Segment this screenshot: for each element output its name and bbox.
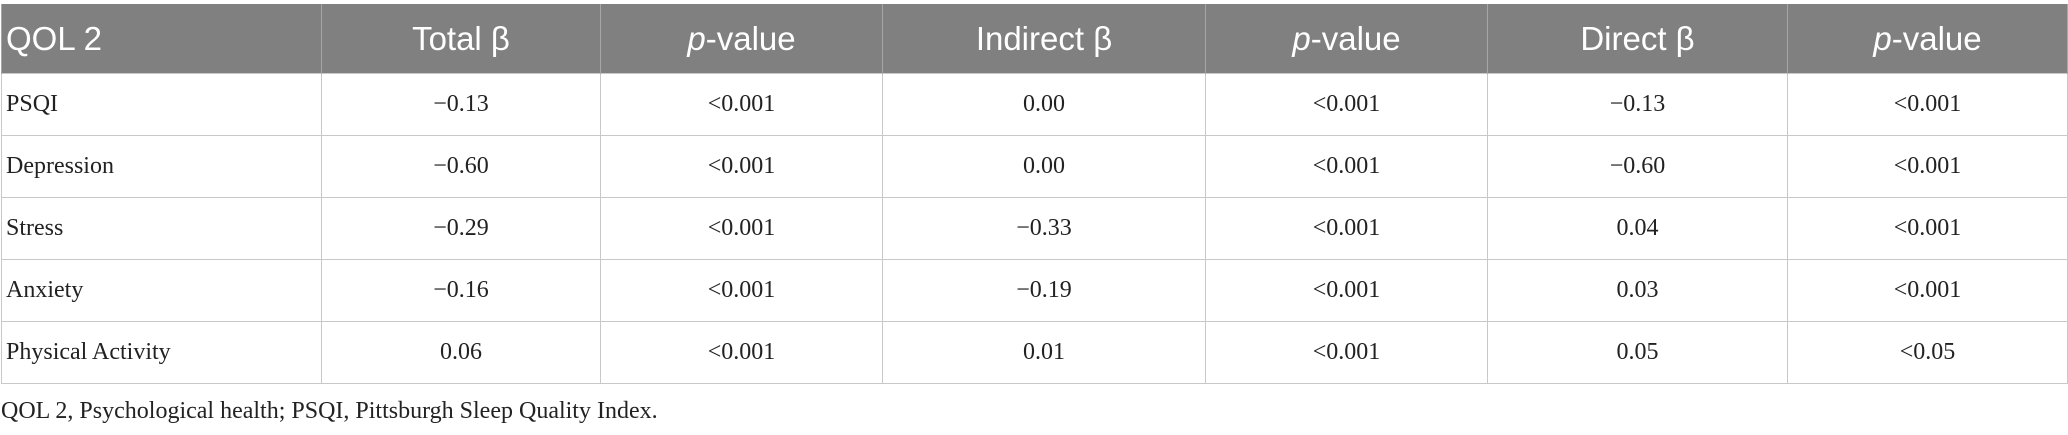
cell: <0.001 (600, 73, 883, 136)
cell: <0.001 (600, 197, 883, 260)
cell: <0.001 (1787, 135, 2068, 198)
footnote: QOL 2, Psychological health; PSQI, Pitts… (1, 398, 658, 424)
cell: <0.001 (1787, 259, 2068, 322)
cell: −0.33 (882, 197, 1206, 260)
header-cell: QOL 2 (1, 4, 322, 74)
table-row: Anxiety −0.16 <0.001 −0.19 <0.001 0.03 <0.001 (1, 259, 2068, 322)
table-body: PSQI −0.13 <0.001 0.00 <0.001 −0.13 <0.001 Depr… (1, 73, 2068, 384)
cell: <0.001 (1205, 73, 1488, 136)
table-row: Depression −0.60 <0.001 0.00 <0.001 −0.60 <0.0… (1, 135, 2068, 198)
cell: <0.001 (600, 259, 883, 322)
cell: <0.001 (1205, 135, 1488, 198)
cell: 0.04 (1487, 197, 1788, 260)
header-cell: Indirect β (882, 4, 1206, 74)
cell: <0.001 (1787, 73, 2068, 136)
row-label: Physical Activity (1, 321, 322, 384)
row-label: Anxiety (1, 259, 322, 322)
cell: 0.03 (1487, 259, 1788, 322)
cell: <0.001 (1205, 321, 1488, 384)
cell: <0.001 (1205, 259, 1488, 322)
header-cell: p-value (1787, 4, 2068, 74)
row-label: PSQI (1, 73, 322, 136)
cell: <0.001 (600, 321, 883, 384)
cell: <0.001 (600, 135, 883, 198)
header-cell: p-value (600, 4, 883, 74)
cell: −0.60 (321, 135, 601, 198)
cell: 0.05 (1487, 321, 1788, 384)
cell: −0.13 (321, 73, 601, 136)
header-cell: Direct β (1487, 4, 1788, 74)
cell: −0.29 (321, 197, 601, 260)
cell: <0.05 (1787, 321, 2068, 384)
cell: −0.13 (1487, 73, 1788, 136)
cell: <0.001 (1787, 197, 2068, 260)
cell: 0.01 (882, 321, 1206, 384)
header-cell: p-value (1205, 4, 1488, 74)
results-table: QOL 2 Total β p-value Indirect β p-value Dire… (1, 4, 2068, 384)
cell: −0.19 (882, 259, 1206, 322)
cell: 0.00 (882, 73, 1206, 136)
cell: 0.00 (882, 135, 1206, 198)
header-row: QOL 2 Total β p-value Indirect β p-value Dire… (1, 4, 2068, 74)
row-label: Depression (1, 135, 322, 198)
table-row: Stress −0.29 <0.001 −0.33 <0.001 0.04 <0.001 (1, 197, 2068, 260)
cell: 0.06 (321, 321, 601, 384)
table-row: PSQI −0.13 <0.001 0.00 <0.001 −0.13 <0.001 (1, 73, 2068, 136)
cell: −0.60 (1487, 135, 1788, 198)
cell: −0.16 (321, 259, 601, 322)
table-row: Physical Activity 0.06 <0.001 0.01 <0.001 0.0… (1, 321, 2068, 384)
header-cell: Total β (321, 4, 601, 74)
cell: <0.001 (1205, 197, 1488, 260)
row-label: Stress (1, 197, 322, 260)
